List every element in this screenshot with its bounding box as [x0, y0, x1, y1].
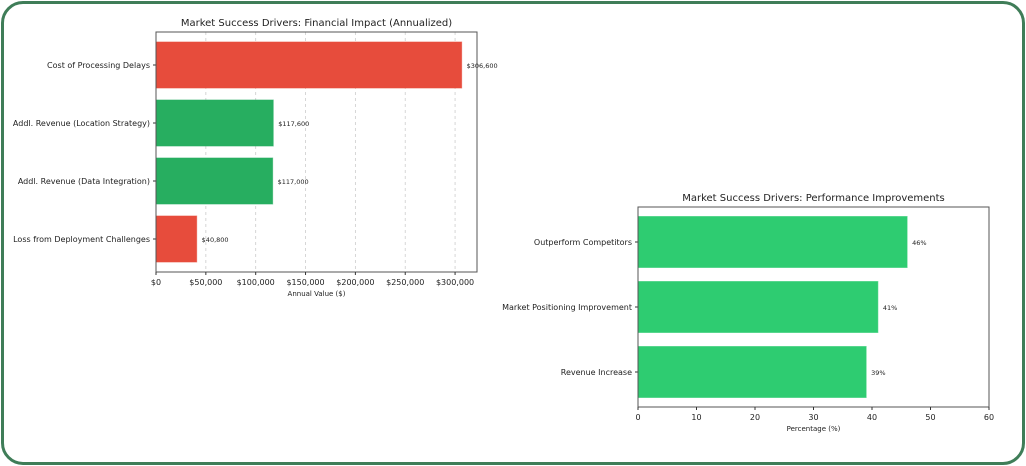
performance-data-label: 46% [912, 239, 926, 247]
performance-x-tick-label: 20 [750, 413, 760, 422]
financial-x-tick-label: $150,000 [286, 278, 324, 287]
financial-category-label: Loss from Deployment Challenges [13, 235, 150, 244]
performance-x-tick-label: 30 [808, 413, 818, 422]
performance-x-tick-label: 10 [691, 413, 701, 422]
financial-bar [155, 157, 274, 205]
performance-x-tick-label: 0 [635, 413, 640, 422]
performance-category-label: Revenue Increase [561, 368, 632, 377]
performance-category-label: Outperform Competitors [534, 238, 632, 247]
performance-category-label: Market Positioning Improvement [502, 303, 632, 312]
financial-data-label: $40,800 [202, 236, 229, 244]
financial-data-label: $117,600 [278, 120, 309, 128]
financial-category-label: Addl. Revenue (Location Strategy) [13, 119, 150, 128]
financial-x-tick-label: $50,000 [189, 278, 222, 287]
performance-data-label: 39% [871, 369, 885, 377]
performance-bar [637, 281, 879, 333]
financial-chart-title: Market Success Drivers: Financial Impact… [181, 18, 452, 29]
performance-data-label: 41% [883, 304, 897, 312]
financial-data-label: $117,000 [278, 178, 309, 186]
financial-bar [155, 99, 274, 147]
financial-x-tick-label: $200,000 [336, 278, 374, 287]
financial-bar [155, 215, 198, 263]
performance-x-tick-label: 40 [867, 413, 877, 422]
performance-x-tick-label: 50 [925, 413, 935, 422]
performance-bar [637, 216, 908, 268]
performance-bar [637, 346, 867, 398]
financial-data-label: $306,600 [467, 62, 498, 70]
financial-x-tick-label: $250,000 [386, 278, 424, 287]
financial-x-tick-label: $100,000 [237, 278, 275, 287]
financial-bar [155, 41, 463, 89]
performance-chart-title: Market Success Drivers: Performance Impr… [682, 193, 945, 204]
performance-x-axis-label: Percentage (%) [787, 425, 841, 433]
performance-x-tick-label: 60 [984, 413, 994, 422]
financial-x-tick-label: $300,000 [436, 278, 474, 287]
financial-x-tick-label: $0 [151, 278, 161, 287]
financial-category-label: Addl. Revenue (Data Integration) [18, 177, 150, 186]
financial-plot-frame [155, 31, 478, 273]
financial-category-label: Cost of Processing Delays [47, 61, 150, 70]
financial-x-axis-label: Annual Value ($) [288, 290, 346, 298]
